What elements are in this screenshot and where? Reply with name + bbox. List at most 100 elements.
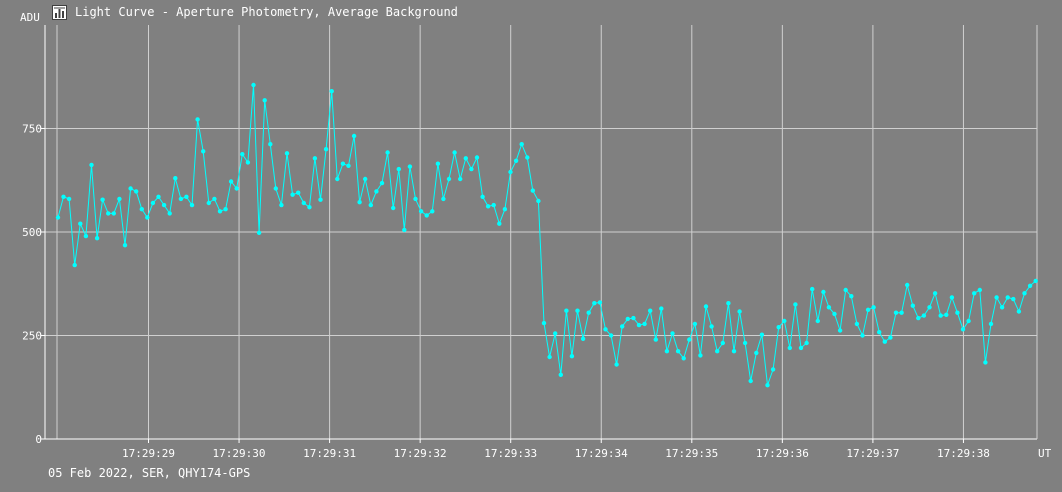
data-point [446, 176, 452, 182]
data-point [642, 321, 647, 327]
data-point [938, 313, 943, 318]
data-point [452, 150, 457, 155]
data-point [960, 327, 966, 332]
data-point [268, 142, 273, 147]
data-point [877, 330, 882, 335]
data-point [234, 186, 239, 191]
data-point [547, 354, 552, 360]
data-point [709, 324, 714, 329]
data-point [636, 322, 642, 328]
data-point [195, 117, 200, 122]
data-point [223, 207, 228, 212]
data-point [245, 160, 251, 165]
x-tick-label: 17:29:34 [575, 447, 628, 460]
data-point [117, 196, 122, 202]
data-point [999, 305, 1005, 310]
data-point [363, 176, 368, 182]
data-point [994, 295, 999, 300]
data-point [737, 309, 742, 314]
data-point [698, 353, 703, 358]
data-point [742, 340, 748, 346]
data-point [279, 202, 284, 208]
data-point [927, 305, 932, 310]
data-point [1011, 296, 1016, 302]
data-point [156, 194, 161, 199]
observation-info: 05 Feb 2022, SER, QHY174-GPS [48, 466, 251, 480]
data-point [592, 301, 597, 306]
data-point [625, 316, 630, 322]
chart-title: Light Curve - Aperture Photometry, Avera… [75, 5, 458, 19]
data-point [184, 194, 189, 199]
data-point [905, 282, 910, 288]
data-point [485, 204, 491, 209]
data-point [575, 308, 580, 313]
data-point [100, 197, 105, 202]
x-tick-label: 17:29:38 [937, 447, 990, 460]
data-point [83, 233, 89, 239]
data-point [262, 98, 267, 103]
data-point [251, 82, 256, 88]
data-point [497, 221, 502, 226]
data-point [765, 383, 770, 388]
data-point [776, 325, 781, 330]
data-point [173, 176, 178, 181]
data-point [648, 308, 653, 313]
data-point [441, 196, 446, 202]
y-tick-label: 250 [22, 330, 42, 343]
data-point [346, 163, 351, 168]
x-tick-label: 17:29:32 [394, 447, 447, 460]
data-point [810, 286, 815, 292]
data-point [787, 345, 792, 351]
data-point [1016, 309, 1022, 314]
data-point [843, 287, 848, 293]
data-point [430, 209, 435, 214]
x-tick-label: 17:29:31 [303, 447, 356, 460]
axes [41, 25, 1038, 443]
data-point [748, 378, 753, 384]
data-point [502, 207, 508, 212]
data-point [955, 310, 960, 315]
series-light-curve [55, 82, 1038, 388]
data-point [754, 350, 759, 356]
data-point [670, 331, 675, 336]
data-point [228, 179, 234, 184]
data-point [55, 215, 61, 220]
data-point [949, 295, 955, 300]
data-point [849, 294, 854, 299]
data-point [1005, 295, 1010, 300]
data-point [631, 315, 636, 321]
data-point [290, 192, 295, 197]
y-tick-label: 0 [35, 433, 42, 446]
data-point [664, 349, 670, 354]
data-point [413, 196, 418, 202]
data-point [899, 310, 904, 315]
data-point [871, 305, 876, 310]
data-point [893, 310, 899, 315]
data-point [94, 236, 100, 241]
axis-labels: ADU UT 0 250 500 750 17:29:29 17:29:30 17:29:3… [20, 11, 1052, 460]
data-point [139, 207, 144, 212]
data-point [692, 321, 698, 327]
data-point [597, 300, 603, 305]
data-point [837, 328, 843, 333]
data-point [586, 310, 591, 315]
data-point [553, 331, 558, 336]
data-point [178, 196, 184, 202]
data-point [731, 349, 737, 354]
data-point [603, 327, 608, 332]
data-point [145, 215, 150, 220]
data-point [798, 345, 804, 351]
data-point [217, 209, 223, 214]
data-point [888, 335, 893, 340]
x-tick-label: 17:29:33 [484, 447, 537, 460]
data-point [368, 202, 373, 208]
data-point [653, 337, 658, 342]
y-tick-label: 500 [22, 226, 42, 239]
x-tick-label: 17:29:35 [665, 447, 718, 460]
data-point [480, 194, 485, 199]
data-point [815, 318, 820, 324]
data-point [715, 349, 720, 354]
data-point [212, 196, 217, 202]
